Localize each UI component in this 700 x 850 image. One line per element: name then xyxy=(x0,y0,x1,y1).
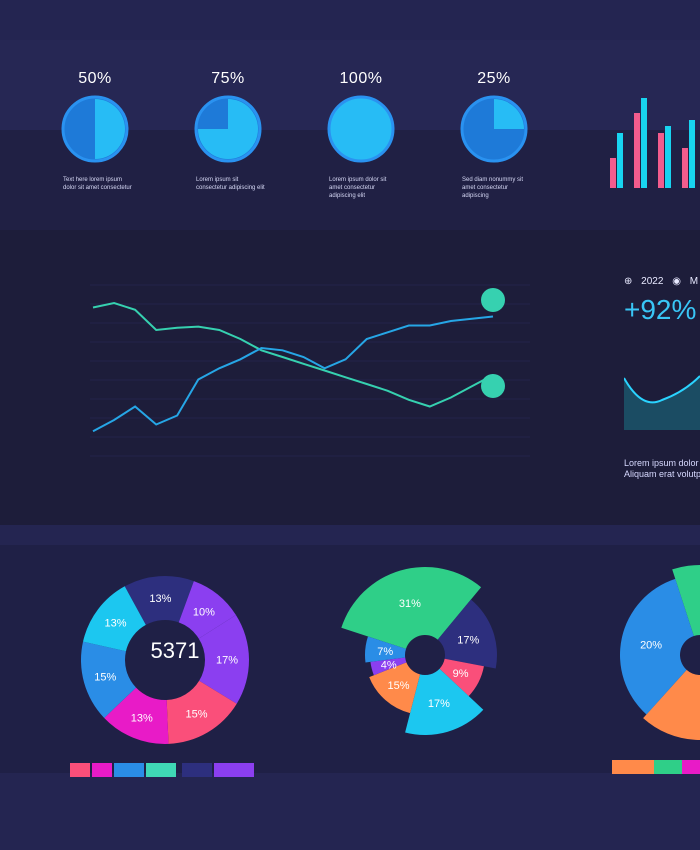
gauge-desc: Sed diam nonummy sit amet consectetur ad… xyxy=(462,177,524,199)
gauge-75: 75% Lorem ipsum sit consectetur adipisci… xyxy=(178,70,278,192)
pie-label: 15% xyxy=(185,708,207,720)
wave-chart xyxy=(624,375,700,430)
end-marker-top xyxy=(481,288,505,312)
pie-label: 13% xyxy=(131,712,153,724)
pie-slice xyxy=(365,636,406,663)
pie-label: 7% xyxy=(377,646,393,658)
gauge-circle xyxy=(327,95,395,163)
line-chart xyxy=(90,284,530,457)
gauge-circle xyxy=(61,95,129,163)
other-icon: ◉ xyxy=(672,276,681,287)
pie-label: 13% xyxy=(104,618,126,630)
big-stat: +92% xyxy=(624,294,697,325)
bar-a xyxy=(658,133,664,188)
bar-a xyxy=(610,158,616,188)
pie-slice xyxy=(341,567,482,649)
pie-slice xyxy=(405,668,484,735)
gauge-label: 100% xyxy=(339,70,383,87)
gauge-desc: Lorem ipsum dolor sit amet consectetur a… xyxy=(329,177,387,199)
pie-slice xyxy=(83,586,146,652)
middle-panel xyxy=(0,230,700,525)
donut-chart: 13% 10% 17% 15% 13% 15% 13% xyxy=(80,576,249,744)
pie-slice xyxy=(437,599,497,669)
pie-slice xyxy=(439,658,484,697)
pie-label: 17% xyxy=(216,654,238,666)
stats-row: ⊕ 2022 ◉ M xyxy=(624,276,700,287)
pie-slice xyxy=(672,565,700,636)
pie-label: 9% xyxy=(453,668,469,680)
gauge-25: 25% Sed diam nonummy sit amet consectetu… xyxy=(444,70,544,200)
footer-text: Lorem ipsum dolor Aliquam erat volutpat xyxy=(624,458,700,480)
bar-b xyxy=(617,133,623,188)
pie-slice xyxy=(198,614,249,704)
pie-label: 15% xyxy=(94,672,116,684)
bar-a xyxy=(682,148,688,188)
pie-slice xyxy=(178,581,236,639)
end-marker-bottom xyxy=(481,374,505,398)
bar-b xyxy=(665,126,671,188)
pie-slice xyxy=(643,669,700,740)
line-series-2 xyxy=(92,315,494,433)
pie-label: 13% xyxy=(149,593,171,605)
gauge-circle xyxy=(460,95,528,163)
pie-label: 15% xyxy=(388,680,410,692)
gauge-desc: Text here lorem ipsum dolor sit amet con… xyxy=(63,177,132,191)
bar-b xyxy=(641,98,647,188)
pie-label: 4% xyxy=(381,659,397,671)
gauge-desc: Lorem ipsum sit consectetur adipiscing e… xyxy=(196,177,265,191)
pie-label: 31% xyxy=(399,598,421,610)
pie-slice xyxy=(104,687,169,744)
pie-chart-center: 31% 17% 9% 17% 15% 4%7% xyxy=(341,567,497,735)
gauge-100: 100% Lorem ipsum dolor sit amet consecte… xyxy=(311,70,411,200)
pie-slice xyxy=(166,680,237,744)
pie-label: 20% xyxy=(640,640,662,652)
other-label: M xyxy=(689,276,699,287)
pie-chart-right: 14%26%20% xyxy=(620,565,700,740)
footer-line-1: Lorem ipsum dolor xyxy=(624,458,699,468)
gauge-circle xyxy=(194,95,262,163)
year-label: 2022 xyxy=(641,276,664,287)
gauge-label: 25% xyxy=(477,70,511,87)
pie-slice xyxy=(124,576,194,625)
year-icon: ⊕ xyxy=(624,276,633,287)
gauge-50: 50% Text here lorem ipsum dolor sit amet… xyxy=(45,70,145,192)
pie-label: 17% xyxy=(457,634,479,646)
right-legend xyxy=(612,760,700,774)
pie-slice xyxy=(370,657,407,676)
bar-a xyxy=(634,113,640,188)
donut-center-value: 5371 xyxy=(150,638,200,663)
pie-slice xyxy=(80,641,137,718)
line-series-1 xyxy=(92,301,494,408)
bar-b xyxy=(689,120,695,188)
bar-chart xyxy=(610,98,695,188)
pie-slice xyxy=(620,578,694,715)
donut-legend xyxy=(70,763,254,777)
gauge-label: 50% xyxy=(78,70,112,87)
pie-slice xyxy=(369,662,421,714)
gauge-label: 75% xyxy=(211,70,245,87)
pie-label: 10% xyxy=(193,607,215,619)
pie-label: 17% xyxy=(428,698,450,710)
footer-line-2: Aliquam erat volutpat xyxy=(624,469,700,479)
